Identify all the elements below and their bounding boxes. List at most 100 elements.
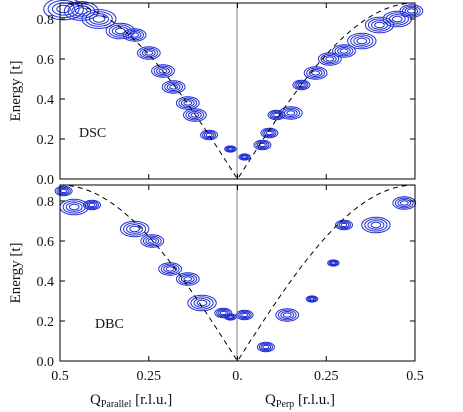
dsc-contour-ring xyxy=(183,100,193,106)
dbc-contour-ring xyxy=(308,296,316,302)
dbc-contour-ring xyxy=(88,202,96,208)
dsc-contour-ring xyxy=(286,110,296,116)
dsc-contour-peak xyxy=(161,80,186,94)
dbc-contour-ring xyxy=(394,197,414,209)
dbc-contour-peak xyxy=(140,234,165,248)
dbc-contour-ring xyxy=(196,299,208,307)
dsc-contour-ring xyxy=(257,141,268,149)
dsc-contour-ring xyxy=(332,44,356,58)
dsc-contour-ring xyxy=(141,49,156,57)
dsc-contour-ring xyxy=(325,56,335,62)
dbc-contour-ring xyxy=(364,218,388,232)
dbc-contour-ring xyxy=(397,199,412,207)
dsc-contour-ring xyxy=(353,36,371,46)
dbc-contour-peak xyxy=(305,295,319,303)
dsc-contour-ring xyxy=(296,81,307,89)
dbc-contour-ring xyxy=(62,200,86,214)
dsc-contour-ring xyxy=(178,97,198,109)
dsc-contour-ring xyxy=(399,4,424,18)
dbc-contour-ring xyxy=(68,203,80,211)
dsc-contour-ring xyxy=(281,107,301,119)
dsc-contour-ring xyxy=(85,11,113,27)
dsc-contour-ring xyxy=(175,96,200,110)
dsc-contour-ring xyxy=(303,66,328,80)
dbc-contour-ring xyxy=(65,202,83,212)
dsc-contour-ring xyxy=(283,109,298,117)
dsc-contour-ring xyxy=(334,45,354,57)
dbc-contour-ring xyxy=(262,344,270,350)
dsc-contour-ring xyxy=(385,12,409,26)
dbc-contour-ring xyxy=(158,262,183,276)
dsc-contour-ring xyxy=(225,146,236,152)
dsc-contour-ring xyxy=(56,4,71,14)
dsc-contour-ring xyxy=(105,22,136,40)
dbc-contour-ring xyxy=(129,225,140,233)
dsc-contour-ring xyxy=(43,0,84,21)
dbc-y-tick-label: 0.2 xyxy=(37,315,55,330)
dsc-contour-ring xyxy=(350,34,374,48)
dbc-x-tick-label: 0.5 xyxy=(51,369,69,384)
dsc-dispersion-curve xyxy=(59,2,416,180)
dbc-contour-ring xyxy=(190,296,214,310)
dbc-contour-ring xyxy=(180,275,195,283)
dbc-contour-ring xyxy=(307,296,317,302)
dsc-contour-ring xyxy=(404,7,419,15)
dbc-contour-ring xyxy=(183,276,193,282)
dbc-y-tick-label: 0.4 xyxy=(37,275,55,290)
dsc-contour-ring xyxy=(306,67,326,79)
dbc-contour-ring xyxy=(335,219,353,231)
dsc-contour-ring xyxy=(239,154,250,160)
dbc-contour-peak xyxy=(235,309,254,321)
dbc-contour-ring xyxy=(225,314,236,320)
dsc-contour-ring xyxy=(311,70,321,76)
dsc-contour-ring xyxy=(374,21,385,29)
dbc-contour-ring xyxy=(237,310,252,320)
dbc-x-tick-label: 0.25 xyxy=(314,369,339,384)
dbc-contour-ring xyxy=(226,314,235,320)
dsc-contour-ring xyxy=(136,46,161,60)
dsc-contour-peak xyxy=(292,79,311,91)
dbc-contour-peak xyxy=(187,294,217,312)
dbc-contour-ring xyxy=(282,312,292,318)
dsc-contour-ring xyxy=(224,145,237,153)
dsc-contour-ring xyxy=(407,8,416,14)
dbc-x-ticks: 0.5 0.25 0. 0.25 0.5 xyxy=(51,369,424,384)
dbc-contour-ring xyxy=(54,185,73,197)
dsc-contour-ring xyxy=(294,80,309,90)
dsc-contour-peak xyxy=(175,96,200,110)
dsc-contour-ring xyxy=(166,83,181,91)
dbc-contour-ring xyxy=(58,187,69,195)
dbc-contour-ring xyxy=(145,237,160,245)
dsc-contour-ring xyxy=(292,79,311,91)
dbc-contour-ring xyxy=(165,266,175,272)
dbc-contour-ring xyxy=(175,272,200,286)
dbc-contour-ring xyxy=(224,313,237,321)
dsc-contour-ring xyxy=(337,47,351,55)
dsc-contour-peak xyxy=(151,64,175,78)
dbc-contour-peak xyxy=(224,313,237,321)
dbc-contour-ring xyxy=(327,259,340,267)
dsc-contour-peak xyxy=(332,44,356,58)
dbc-contour-peak xyxy=(256,341,275,353)
panel-dsc: 0.0 0.2 0.4 0.6 0.8 DSC Energy [t] xyxy=(8,0,424,188)
dbc-x-tick-label: 0.5 xyxy=(406,369,424,384)
dsc-contour-peak xyxy=(253,139,272,151)
dsc-contour-ring xyxy=(322,55,337,63)
dsc-contour-ring xyxy=(190,112,200,118)
dbc-contour-ring xyxy=(241,312,249,318)
dbc-contour-ring xyxy=(367,220,385,230)
dbc-contour-ring xyxy=(214,307,233,319)
x-title-parallel-sub: Parallel xyxy=(101,399,132,410)
dsc-contours xyxy=(43,0,424,161)
dsc-contour-peak xyxy=(224,145,237,153)
dbc-contour-peak xyxy=(158,262,183,276)
dbc-contour-ring xyxy=(218,309,229,317)
dsc-contour-ring xyxy=(388,14,406,24)
dbc-contour-ring xyxy=(147,238,157,244)
x-title-perp-sub: Perp xyxy=(276,399,294,410)
dbc-contour-peak xyxy=(361,216,391,234)
dsc-contour-ring xyxy=(158,68,168,74)
dbc-contour-ring xyxy=(119,220,150,238)
dbc-contour-ring xyxy=(56,186,71,196)
